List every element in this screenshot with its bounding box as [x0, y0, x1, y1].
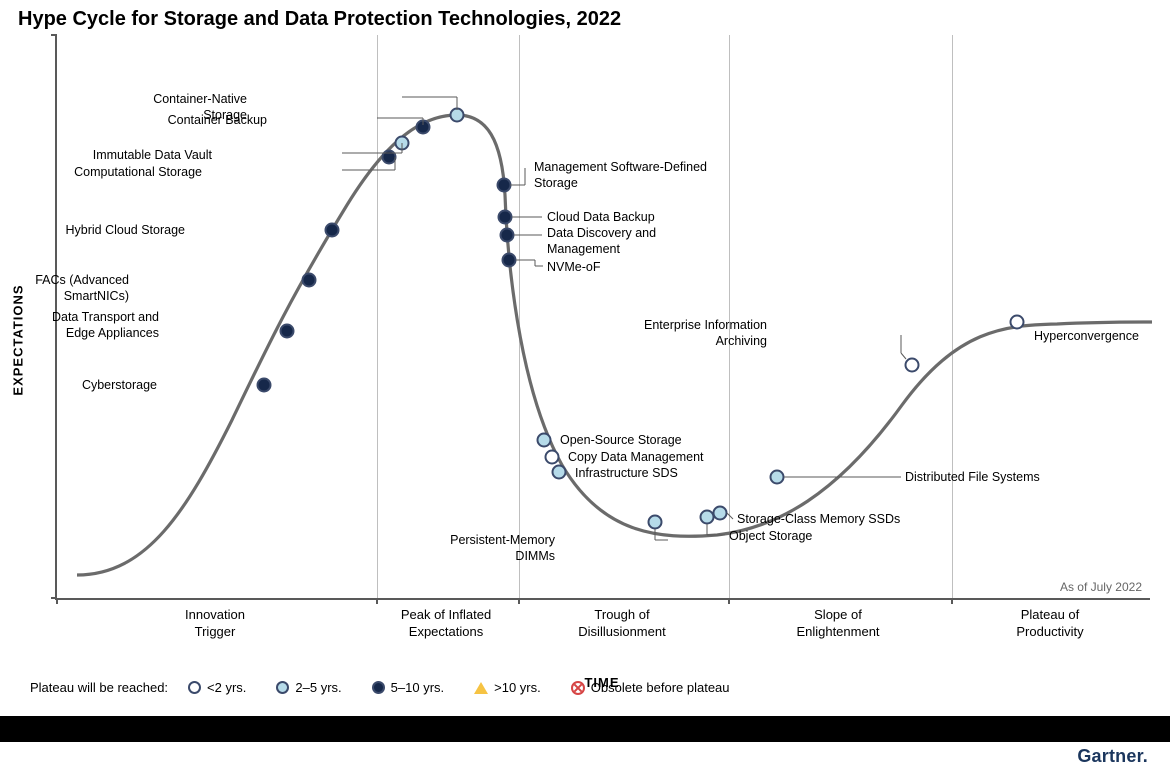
leader-line [727, 513, 733, 519]
footer-bar [0, 716, 1170, 742]
as-of-label: As of July 2022 [1060, 580, 1142, 594]
data-point [503, 254, 516, 267]
legend-circle-icon [372, 681, 385, 694]
point-label: Object Storage [729, 529, 812, 545]
chart-area: EXPECTATIONS CyberstorageData Transport … [30, 35, 1150, 645]
data-point [714, 507, 727, 520]
data-point [546, 451, 559, 464]
gartner-logo: Gartner. [1077, 746, 1148, 767]
leader-line [901, 353, 906, 359]
point-label: Persistent-Memory DIMMs [425, 533, 555, 564]
legend-item: <2 yrs. [188, 680, 246, 695]
plot-region: CyberstorageData Transport and Edge Appl… [55, 35, 1150, 600]
data-point [649, 516, 662, 529]
legend-item-label: >10 yrs. [494, 680, 541, 695]
data-point [326, 224, 339, 237]
legend-triangle-icon [474, 682, 488, 694]
point-label: Hyperconvergence [1034, 329, 1139, 345]
phase-label: Trough of Disillusionment [552, 607, 692, 641]
data-point [553, 466, 566, 479]
point-label: Cloud Data Backup [547, 210, 655, 226]
data-point [451, 109, 464, 122]
phase-label: Plateau of Productivity [980, 607, 1120, 641]
legend-item: Obsolete before plateau [571, 680, 730, 695]
point-label: Enterprise Information Archiving [637, 318, 767, 349]
point-label: FACs (Advanced SmartNICs) [0, 273, 129, 304]
phase-label: Innovation Trigger [145, 607, 285, 641]
point-label: Cyberstorage [27, 378, 157, 394]
data-point [258, 379, 271, 392]
data-point [501, 229, 514, 242]
point-label: Storage-Class Memory SSDs [737, 512, 900, 528]
point-label: Data Transport and Edge Appliances [29, 310, 159, 341]
point-label: Infrastructure SDS [575, 466, 678, 482]
legend-item: >10 yrs. [474, 680, 541, 695]
legend-item-label: Obsolete before plateau [591, 680, 730, 695]
point-label: Container-Native Storage [117, 92, 247, 123]
data-point [499, 211, 512, 224]
phase-label: Slope of Enlightenment [768, 607, 908, 641]
data-point [281, 325, 294, 338]
point-label: Hybrid Cloud Storage [55, 223, 185, 239]
point-label: Open-Source Storage [560, 433, 682, 449]
data-point [538, 434, 551, 447]
point-label: Copy Data Management [568, 450, 704, 466]
legend-item-label: 5–10 yrs. [391, 680, 444, 695]
legend-item: 5–10 yrs. [372, 680, 444, 695]
legend: Plateau will be reached: <2 yrs. 2–5 yrs.… [30, 680, 730, 695]
phase-label: Peak of Inflated Expectations [376, 607, 516, 641]
data-point [1011, 316, 1024, 329]
legend-circle-icon [276, 681, 289, 694]
point-label: Immutable Data Vault [82, 148, 212, 164]
point-label: NVMe-oF [547, 260, 600, 276]
legend-item: 2–5 yrs. [276, 680, 341, 695]
data-point [498, 179, 511, 192]
legend-item-label: 2–5 yrs. [295, 680, 341, 695]
data-point [303, 274, 316, 287]
chart-title: Hype Cycle for Storage and Data Protecti… [18, 8, 621, 31]
data-point [383, 151, 396, 164]
point-label: Data Discovery and Management [547, 226, 656, 257]
data-point [701, 511, 714, 524]
legend-item-label: <2 yrs. [207, 680, 246, 695]
legend-heading: Plateau will be reached: [30, 680, 168, 695]
point-label: Distributed File Systems [905, 470, 1040, 486]
legend-circle-icon [188, 681, 201, 694]
point-label: Computational Storage [72, 165, 202, 181]
data-point [906, 359, 919, 372]
point-label: Management Software-Defined Storage [534, 160, 707, 191]
data-point [771, 471, 784, 484]
legend-obsolete-icon [571, 681, 585, 695]
